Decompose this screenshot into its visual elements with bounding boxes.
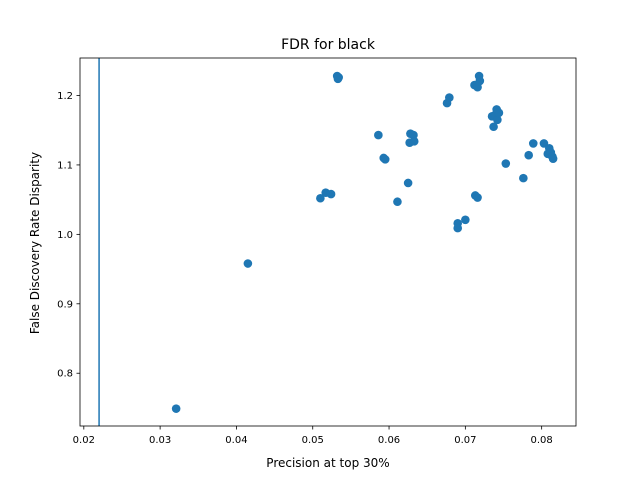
scatter-point: [475, 76, 485, 86]
scatter-point: [489, 122, 498, 132]
scatter-point: [453, 223, 463, 233]
scatter-point: [519, 173, 528, 183]
scatter-point: [171, 404, 181, 413]
x-tick-label: 0.03: [149, 435, 171, 446]
scatter-point: [409, 130, 418, 140]
scatter-point: [461, 215, 470, 225]
x-tick-label: 0.07: [454, 435, 476, 446]
scatter-point: [445, 93, 454, 102]
scatter-point: [326, 189, 336, 199]
y-tick-label: 0.8: [57, 369, 73, 380]
x-tick-label: 0.04: [225, 435, 247, 446]
scatter-point: [528, 139, 538, 148]
scatter-point: [409, 137, 419, 146]
y-tick-label: 0.9: [57, 299, 73, 310]
axes: 0.02 0.03 0.04 0.05 0.06 0.07 0.08 0.8 0.9 1.0 1.1…: [57, 57, 577, 446]
scatter-point: [494, 108, 504, 118]
scatter-point: [380, 155, 390, 164]
scatter-point: [374, 130, 383, 140]
y-tick-label: 1.2: [57, 91, 73, 102]
scatter-point: [501, 159, 511, 168]
scatter-point: [473, 193, 482, 202]
chart-title: FDR for black: [281, 37, 376, 53]
scatter-point: [243, 259, 253, 268]
x-axis-label: Precision at top 30%: [266, 456, 389, 470]
y-tick-label: 1.0: [57, 230, 73, 241]
plot-frame: [79, 57, 577, 427]
y-axis-label: False Discovery Rate Disparity: [28, 152, 42, 334]
scatter-point: [493, 115, 502, 125]
x-tick-label: 0.05: [302, 435, 324, 446]
scatter-point: [548, 154, 558, 163]
scatter-point: [316, 193, 325, 203]
y-tick-label: 1.1: [57, 160, 73, 171]
x-tick-label: 0.02: [73, 435, 95, 446]
plot-marks: [98, 58, 558, 426]
x-tick-label: 0.06: [378, 435, 400, 446]
scatter-point: [393, 197, 402, 207]
scatter-point: [524, 150, 533, 160]
scatter-point: [334, 73, 343, 82]
scatter-point: [403, 178, 413, 188]
x-tick-label: 0.08: [531, 435, 553, 446]
